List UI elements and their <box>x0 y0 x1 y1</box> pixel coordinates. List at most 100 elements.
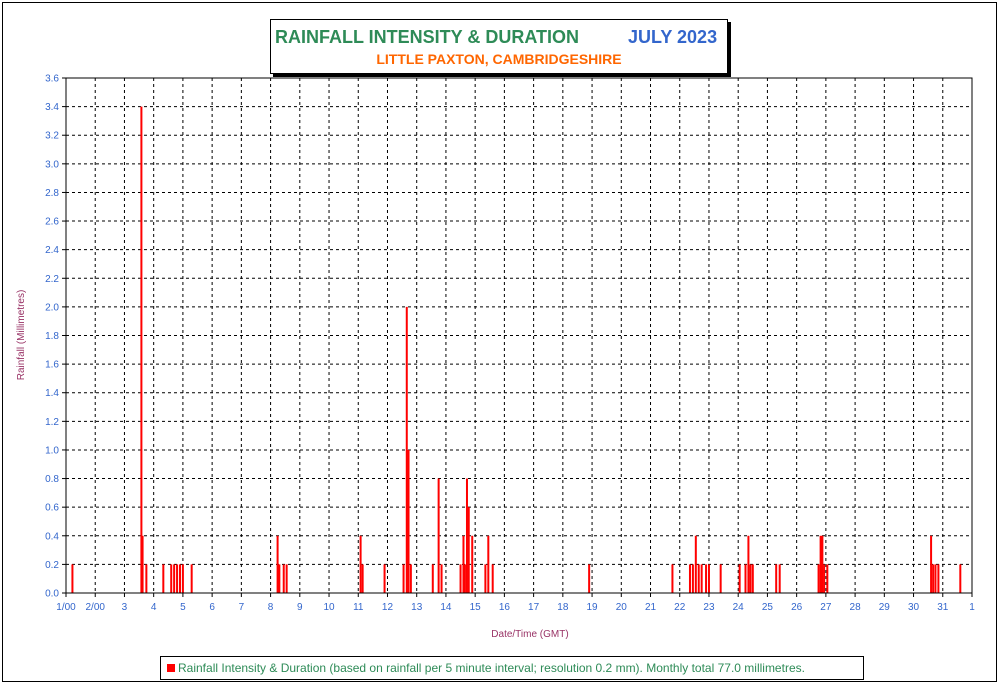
title-box: RAINFALL INTENSITY & DURATION JULY 2023 … <box>270 19 728 74</box>
x-tick-label: 21 <box>645 602 657 613</box>
y-tick-label: 2.6 <box>45 217 59 228</box>
rainfall-bar <box>937 564 940 593</box>
rainfall-bar <box>738 564 741 593</box>
y-tick-label: 2.2 <box>45 274 59 285</box>
x-tick-label: 11 <box>353 602 364 613</box>
rainfall-bar <box>173 564 176 593</box>
rainfall-bar <box>751 564 754 593</box>
x-tick-label: 6 <box>209 602 215 613</box>
y-tick-label: 0.6 <box>45 503 59 514</box>
x-tick-label: 15 <box>470 602 482 613</box>
x-tick-label: 4 <box>151 602 157 613</box>
rainfall-bar <box>697 564 700 593</box>
rainfall-bar <box>190 564 193 593</box>
legend-label: Rainfall Intensity & Duration (based on … <box>178 661 805 675</box>
rainfall-bar <box>431 564 434 593</box>
rainfall-bar <box>465 478 468 593</box>
y-tick-label: 3.2 <box>45 131 59 142</box>
x-axis-label: Date/Time (GMT) <box>491 629 568 640</box>
x-tick-label: 29 <box>879 602 891 613</box>
rainfall-bar <box>285 564 288 593</box>
rainfall-bar <box>361 564 364 593</box>
rainfall-bar <box>176 564 179 593</box>
rainfall-bar <box>359 535 362 593</box>
x-tick-label: 17 <box>528 602 540 613</box>
x-tick-label: 30 <box>908 602 920 613</box>
rainfall-bar <box>749 564 752 593</box>
rainfall-bar <box>484 564 487 593</box>
x-tick-label: 27 <box>820 602 832 613</box>
x-tick-label: 23 <box>703 602 715 613</box>
rainfall-bar <box>459 564 462 593</box>
x-tick-labels: 1/00 2/00 3 4 5 6 7 8 9 10 11 12 13 14 15 16 17 18 19 20 21 2… <box>56 602 975 613</box>
y-tick-label: 1.4 <box>45 388 59 399</box>
rainfall-bar <box>744 564 747 593</box>
rainfall-bar <box>405 306 408 593</box>
rainfall-bar <box>688 564 691 593</box>
rainfall-bar <box>930 535 933 593</box>
x-tick-label: 12 <box>382 602 394 613</box>
x-tick-label: 2/00 <box>85 602 105 613</box>
rainfall-bar <box>145 564 148 593</box>
rainfall-bar <box>162 564 165 593</box>
rainfall-bar <box>282 564 285 593</box>
rainfall-bar <box>440 564 443 593</box>
x-tick-label: 1 <box>969 602 975 613</box>
rainfall-bar <box>817 564 820 593</box>
y-tick-label: 0.8 <box>45 474 59 485</box>
x-tick-label: 13 <box>411 602 423 613</box>
y-tick-label: 2.4 <box>45 245 59 256</box>
rainfall-bar <box>719 564 722 593</box>
y-tick-label: 3.0 <box>45 159 59 170</box>
rainfall-bar <box>487 535 490 593</box>
rainfall-bar <box>778 564 781 593</box>
x-tick-label: 25 <box>762 602 774 613</box>
rainfall-bar <box>140 106 143 593</box>
x-tick-label: 14 <box>440 602 452 613</box>
rainfall-bar <box>747 535 750 593</box>
x-tick-label: 19 <box>587 602 599 613</box>
rainfall-bar <box>471 535 474 593</box>
rainfall-bar <box>823 564 826 593</box>
x-tick-label: 22 <box>674 602 686 613</box>
rainfall-bar <box>178 564 181 593</box>
rainfall-bar <box>694 535 697 593</box>
rainfall-bar <box>409 564 412 593</box>
grid <box>62 77 973 597</box>
y-tick-label: 0.4 <box>45 531 59 542</box>
rainfall-bar <box>71 564 74 593</box>
x-tick-label: 5 <box>180 602 186 613</box>
rainfall-bar <box>691 564 694 593</box>
x-tick-label: 9 <box>297 602 303 613</box>
rainfall-bar <box>932 564 935 593</box>
rainfall-bar <box>700 564 703 593</box>
rainfall-bar <box>181 564 184 593</box>
chart-period: JULY 2023 <box>628 27 718 47</box>
rainfall-bar <box>463 564 466 593</box>
rainfall-bar <box>467 507 470 593</box>
x-tick-label: 26 <box>791 602 803 613</box>
rainfall-bar <box>775 564 778 593</box>
x-tick-label: 1/00 <box>56 602 76 613</box>
chart-subtitle: LITTLE PAXTON, CAMBRIDGESHIRE <box>376 51 622 67</box>
x-tick-label: 3 <box>122 602 128 613</box>
x-tick-label: 16 <box>499 602 511 613</box>
rainfall-bar <box>821 535 824 593</box>
chart-title: RAINFALL INTENSITY & DURATION <box>275 27 580 47</box>
x-tick-label: 31 <box>937 602 949 613</box>
x-tick-label: 7 <box>239 602 245 613</box>
legend-swatch <box>167 664 175 672</box>
y-tick-label: 2.0 <box>45 302 59 313</box>
y-tick-label: 1.0 <box>45 445 59 456</box>
y-tick-label: 3.4 <box>45 102 59 113</box>
rainfall-bar <box>170 564 173 593</box>
rainfall-bar <box>959 564 962 593</box>
rainfall-bar <box>934 564 937 593</box>
y-tick-labels: 0.0 0.2 0.4 0.6 0.8 1.0 1.2 1.4 1.6 1.8 2.0 2.2 2.4 2… <box>45 74 59 600</box>
rainfall-bar <box>588 564 591 593</box>
rainfall-bar <box>462 535 465 593</box>
rainfall-bar <box>705 564 708 593</box>
x-tick-label: 18 <box>557 602 569 613</box>
